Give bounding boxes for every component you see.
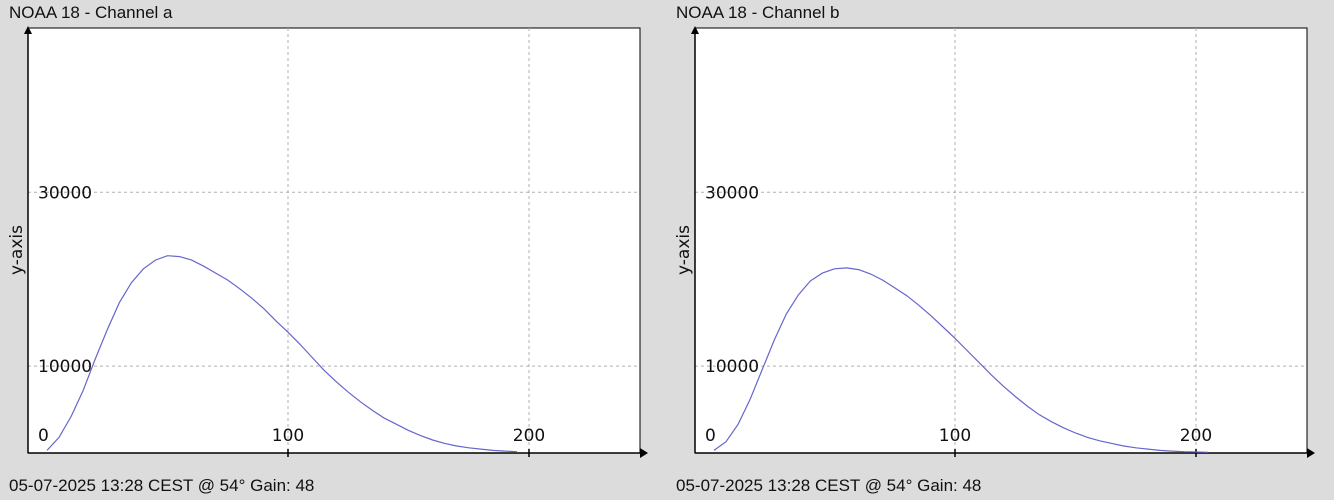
chart-panel-channel-b: NOAA 18 - Channel b 0 100 200 10000 30000 y-a… bbox=[667, 0, 1334, 500]
y-axis-arrow bbox=[691, 26, 699, 34]
series-line bbox=[46, 255, 518, 453]
x-tick-label: 200 bbox=[1180, 426, 1212, 446]
y-axis-label: y-axis bbox=[674, 225, 694, 275]
chart-footer: 05-07-2025 13:28 CEST @ 54° Gain: 48 bbox=[9, 476, 315, 495]
y-tick-label: 30000 bbox=[38, 183, 92, 203]
y-axis-arrow bbox=[24, 26, 32, 34]
chart-svg: 0 100 200 10000 30000 y-axis bbox=[7, 26, 648, 458]
x-tick-label: 200 bbox=[513, 426, 545, 446]
x-tick-label: 100 bbox=[272, 426, 304, 446]
chart-svg: 0 100 200 10000 30000 y-axis bbox=[674, 26, 1315, 458]
plot-area bbox=[694, 27, 1308, 454]
series-line bbox=[713, 267, 1209, 453]
y-tick-label: 30000 bbox=[705, 183, 759, 203]
y-axis-label: y-axis bbox=[7, 225, 27, 275]
chart-title: NOAA 18 - Channel a bbox=[9, 3, 173, 22]
x-axis-arrow bbox=[640, 448, 648, 458]
x-tick-label: 0 bbox=[705, 426, 716, 446]
chart-footer: 05-07-2025 13:28 CEST @ 54° Gain: 48 bbox=[676, 476, 982, 495]
x-tick-label: 100 bbox=[939, 426, 971, 446]
y-tick-label: 10000 bbox=[38, 357, 92, 377]
chart-panel-channel-a: NOAA 18 - Channel a 0 100 200 10000 30000 y-a… bbox=[7, 3, 648, 495]
plot-area bbox=[27, 27, 641, 454]
chart-title: NOAA 18 - Channel b bbox=[676, 3, 840, 22]
y-tick-label: 10000 bbox=[705, 357, 759, 377]
x-tick-label: 0 bbox=[38, 426, 49, 446]
x-axis-arrow bbox=[1307, 448, 1315, 458]
